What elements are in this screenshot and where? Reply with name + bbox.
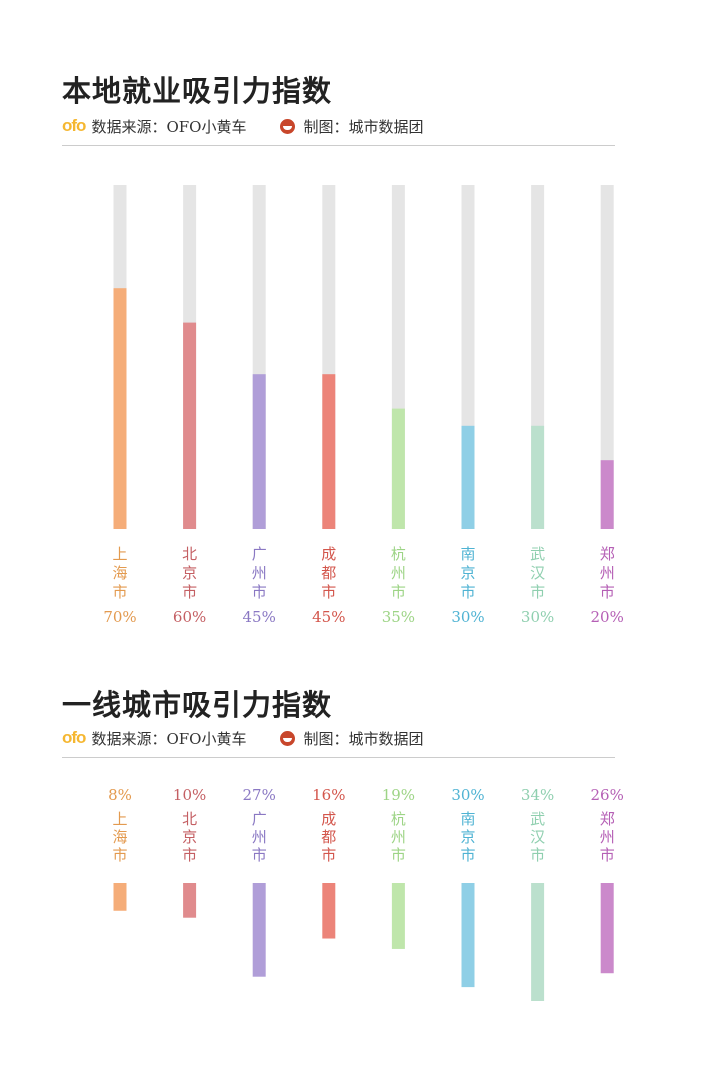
bar (322, 883, 336, 939)
data-source-label: 数据来源：OFO小黄车 (91, 729, 247, 748)
category-label: 北 (182, 810, 197, 828)
source-line: ofo 数据来源：OFO小黄车 制图：城市数据团 (62, 115, 423, 137)
category-label: 州 (252, 564, 267, 582)
category-label: 市 (530, 846, 545, 864)
bar (252, 883, 266, 977)
category-label: 南 (460, 810, 475, 828)
category-label: 市 (112, 846, 127, 864)
data-source-label: 数据来源：OFO小黄车 (91, 117, 247, 136)
maker-label: 制图：城市数据团 (303, 729, 424, 748)
value-label: 26% (591, 786, 624, 804)
value-label: 27% (243, 786, 276, 804)
category-label: 市 (530, 583, 545, 601)
divider (62, 145, 615, 146)
category-label: 成 (321, 810, 336, 828)
bar (600, 460, 614, 529)
category-label: 市 (182, 846, 197, 864)
chart-title: 一线城市吸引力指数 (62, 688, 333, 722)
bar (183, 322, 197, 529)
value-label: 60% (173, 608, 206, 626)
category-label: 市 (460, 846, 475, 864)
value-label: 30% (451, 608, 484, 626)
city-data-group-logo-icon (280, 118, 296, 134)
bar (531, 883, 545, 1001)
source-line: ofo 数据来源：OFO小黄车 制图：城市数据团 (62, 727, 423, 749)
category-label: 市 (182, 583, 197, 601)
category-label: 杭 (391, 810, 406, 828)
bar (183, 883, 197, 918)
category-label: 州 (600, 828, 615, 846)
category-label: 市 (460, 583, 475, 601)
category-label: 州 (391, 564, 406, 582)
bar (461, 425, 475, 529)
category-label: 杭 (391, 545, 406, 563)
category-label: 都 (321, 564, 336, 582)
bar (391, 883, 405, 949)
category-label: 州 (391, 828, 406, 846)
chart-local-employment: 上海市70%北京市60%广州市45%成都市45%杭州市35%南京市30%武汉市3… (103, 185, 624, 626)
category-label: 汉 (530, 828, 545, 846)
category-label: 京 (182, 828, 197, 846)
category-label: 市 (391, 846, 406, 864)
category-label: 市 (321, 583, 336, 601)
category-label: 海 (112, 564, 127, 582)
category-label: 市 (321, 846, 336, 864)
category-label: 南 (460, 545, 475, 563)
value-label: 70% (103, 608, 136, 626)
category-label: 市 (391, 583, 406, 601)
value-label: 16% (312, 786, 345, 804)
bar (252, 374, 266, 529)
category-label: 武 (530, 810, 545, 828)
value-label: 34% (521, 786, 554, 804)
category-label: 京 (182, 564, 197, 582)
bar (531, 425, 545, 529)
bar (113, 883, 127, 911)
category-label: 京 (460, 828, 475, 846)
ofo-logo-icon: ofo (62, 728, 86, 747)
city-data-group-logo-icon (280, 730, 296, 746)
value-label: 30% (451, 786, 484, 804)
category-label: 广 (252, 810, 267, 828)
category-label: 北 (182, 545, 197, 563)
value-label: 19% (382, 786, 415, 804)
bar (391, 408, 405, 529)
divider (62, 757, 615, 758)
category-label: 武 (530, 545, 545, 563)
chart-title: 本地就业吸引力指数 (62, 74, 333, 108)
bar (600, 883, 614, 974)
bar (322, 374, 336, 529)
category-label: 上 (112, 810, 127, 828)
category-label: 成 (321, 545, 336, 563)
bar (113, 288, 127, 529)
category-label: 市 (112, 583, 127, 601)
bar (461, 883, 475, 988)
value-label: 45% (312, 608, 345, 626)
category-label: 市 (600, 583, 615, 601)
category-label: 汉 (530, 564, 545, 582)
category-label: 海 (112, 828, 127, 846)
bar-track (600, 185, 614, 529)
category-label: 郑 (600, 810, 615, 828)
category-label: 市 (252, 583, 267, 601)
category-label: 都 (321, 828, 336, 846)
category-label: 州 (252, 828, 267, 846)
category-label: 京 (460, 564, 475, 582)
value-label: 35% (382, 608, 415, 626)
category-label: 市 (252, 846, 267, 864)
maker-label: 制图：城市数据团 (303, 117, 424, 136)
value-label: 20% (591, 608, 624, 626)
category-label: 州 (600, 564, 615, 582)
value-label: 45% (243, 608, 276, 626)
category-label: 郑 (600, 545, 615, 563)
category-label: 上 (112, 545, 127, 563)
value-label: 30% (521, 608, 554, 626)
value-label: 8% (108, 786, 132, 804)
ofo-logo-icon: ofo (62, 116, 86, 135)
value-label: 10% (173, 786, 206, 804)
category-label: 市 (600, 846, 615, 864)
chart-tier1-attraction: 8%上海市10%北京市27%广州市16%成都市19%杭州市30%南京市34%武汉… (108, 786, 624, 1001)
category-label: 广 (252, 545, 267, 563)
